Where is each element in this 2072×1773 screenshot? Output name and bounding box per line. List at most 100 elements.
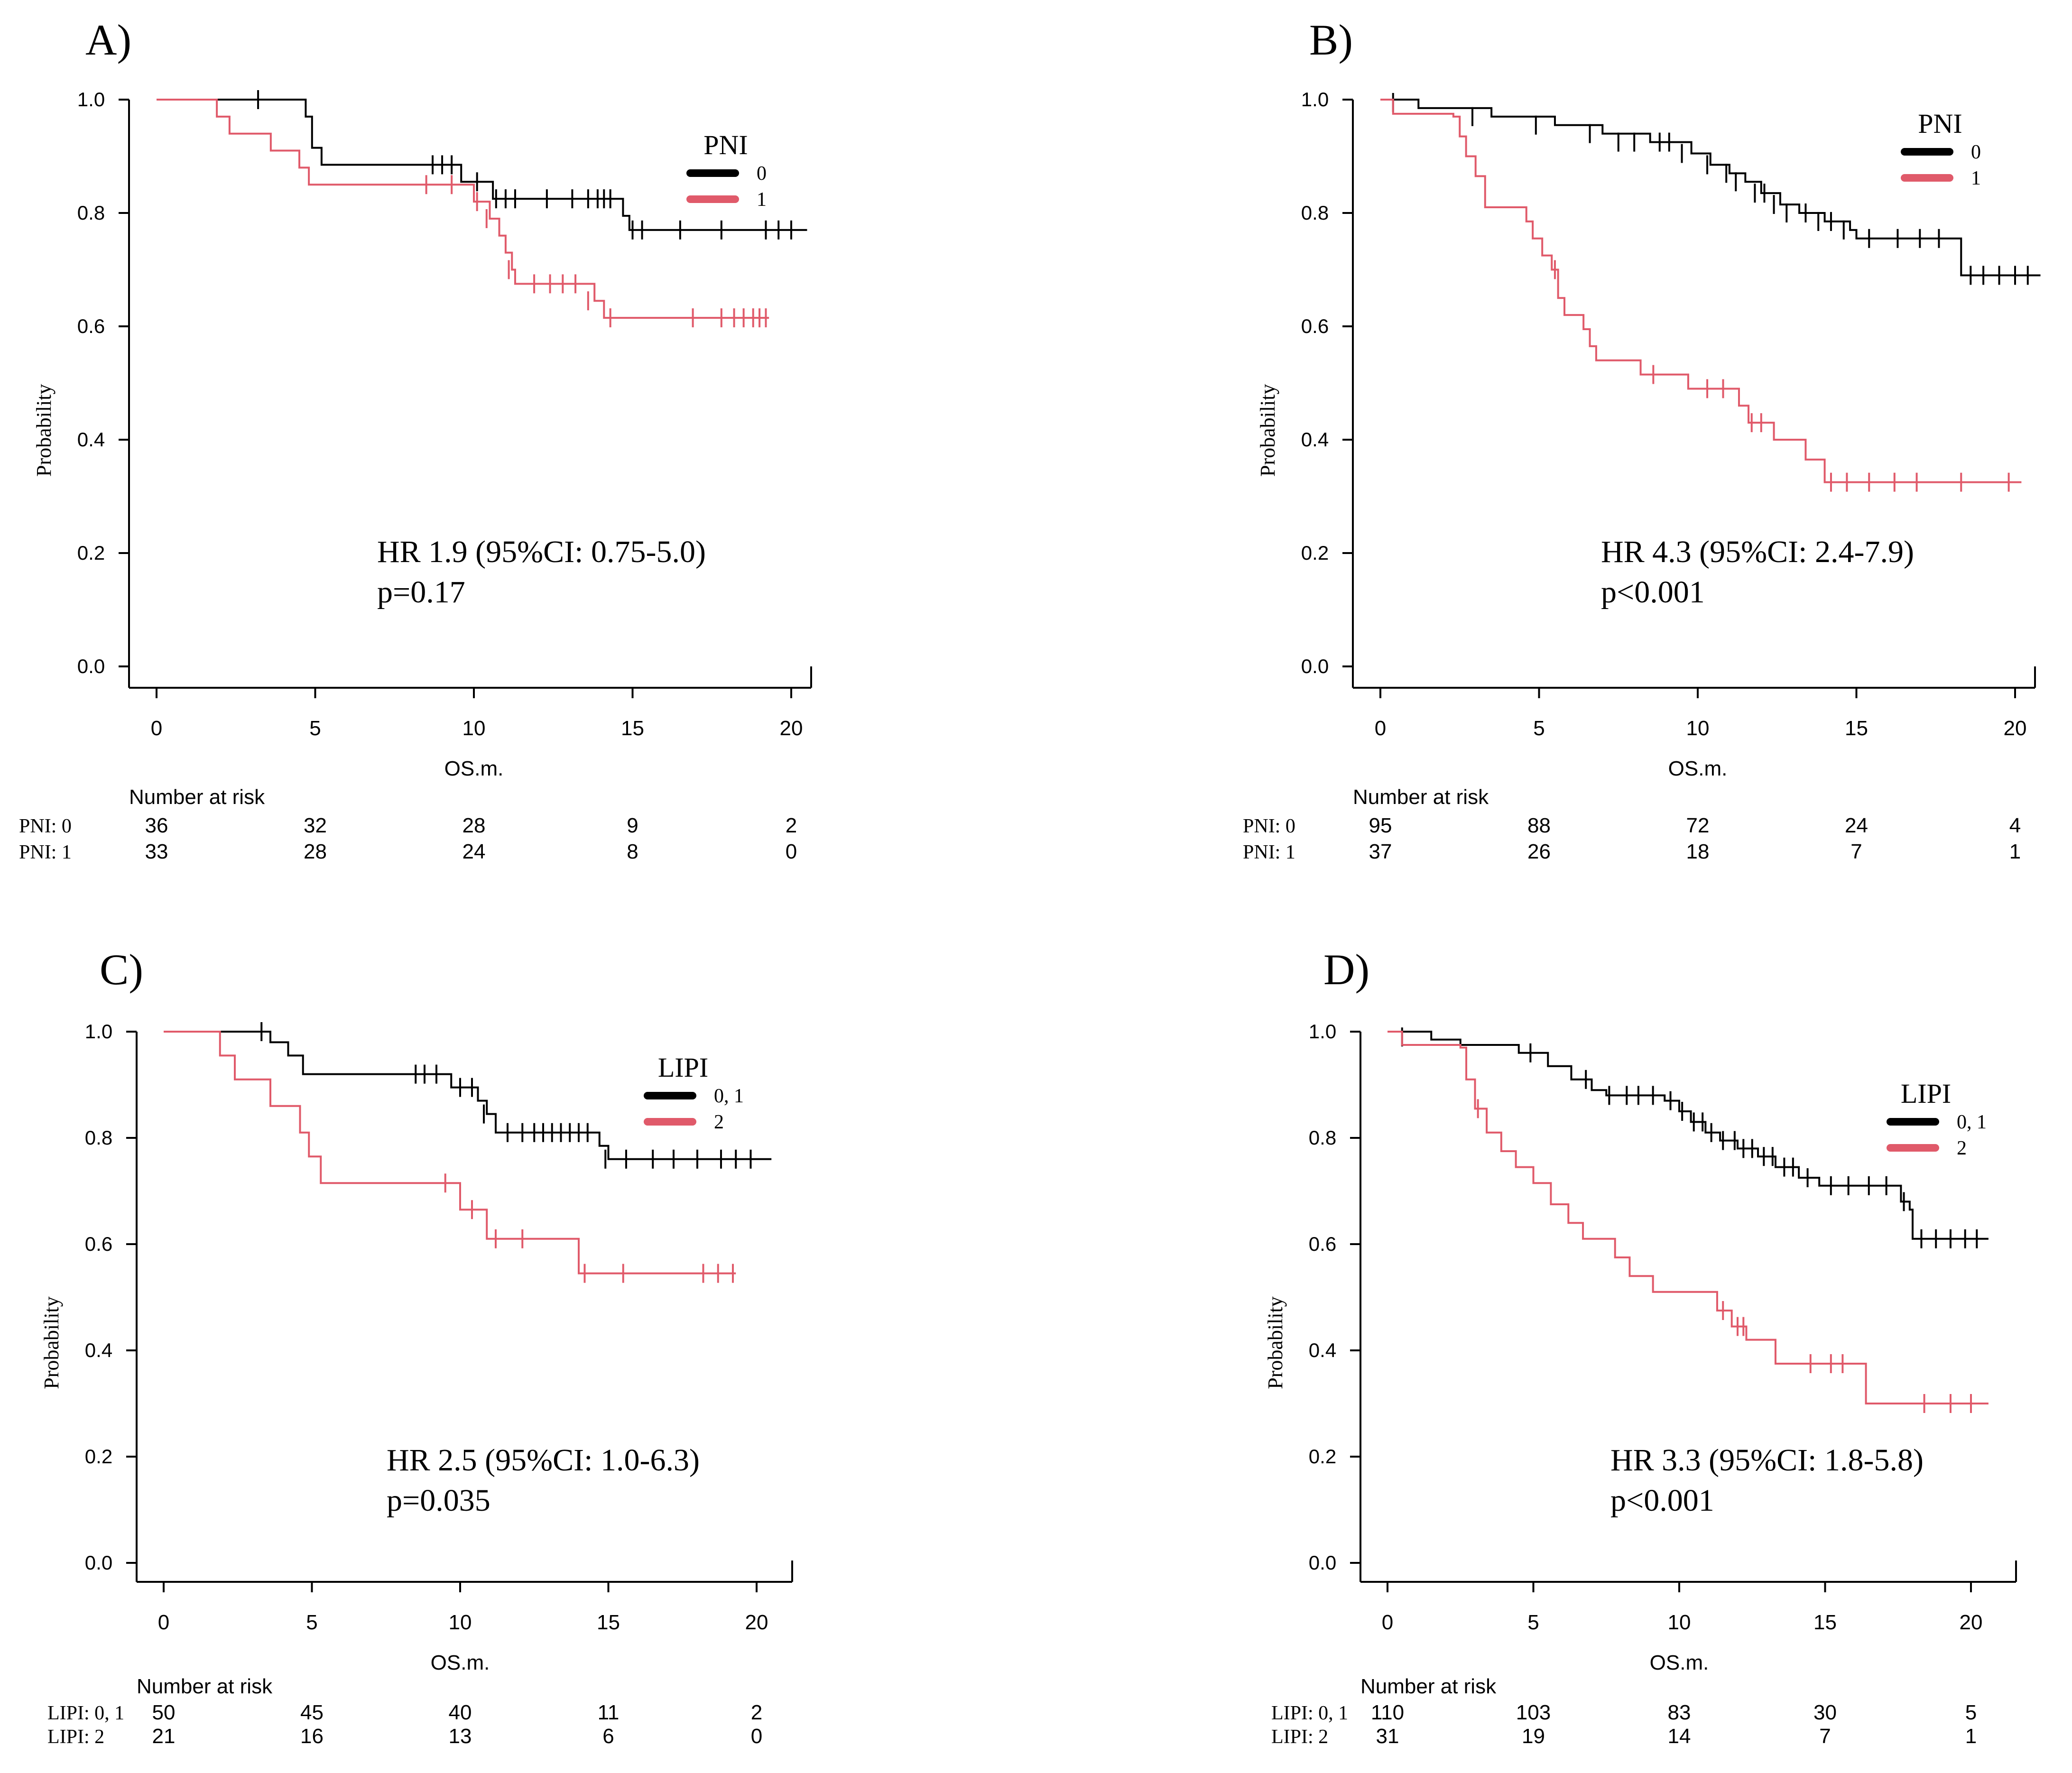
risk-row-label: PNI: 0 bbox=[19, 815, 72, 837]
x-axis-label: OS.m. bbox=[444, 757, 504, 780]
risk-count: 30 bbox=[1813, 1701, 1837, 1724]
y-tick-label: 0.0 bbox=[1301, 655, 1329, 677]
risk-row-label: LIPI: 0, 1 bbox=[1271, 1702, 1348, 1724]
risk-count: 9 bbox=[627, 814, 638, 837]
x-axis-label: OS.m. bbox=[431, 1651, 490, 1674]
km-curve-group-b bbox=[1380, 99, 2022, 483]
km-curve-group-a bbox=[164, 1031, 772, 1160]
risk-count: 95 bbox=[1369, 814, 1392, 837]
risk-count: 13 bbox=[449, 1725, 472, 1748]
risk-count: 7 bbox=[1850, 840, 1862, 863]
risk-count: 26 bbox=[1527, 840, 1551, 863]
risk-count: 14 bbox=[1668, 1725, 1691, 1748]
risk-count: 83 bbox=[1668, 1701, 1691, 1724]
risk-count: 21 bbox=[152, 1725, 176, 1748]
y-axis-label: Probability bbox=[40, 1296, 63, 1389]
x-tick-label: 20 bbox=[780, 717, 803, 740]
y-tick-label: 1.0 bbox=[85, 1020, 112, 1043]
x-axis-label: OS.m. bbox=[1668, 757, 1728, 780]
x-tick-label: 10 bbox=[462, 717, 486, 740]
y-tick-label: 0.2 bbox=[77, 542, 105, 564]
risk-count: 32 bbox=[304, 814, 327, 837]
p-value-annotation: p=0.17 bbox=[377, 575, 465, 609]
risk-count: 1 bbox=[2009, 840, 2021, 863]
risk-row-label: PNI: 0 bbox=[1243, 815, 1295, 837]
y-tick-label: 0.6 bbox=[1309, 1233, 1336, 1255]
risk-count: 88 bbox=[1527, 814, 1551, 837]
km-curve-group-a bbox=[1388, 1031, 1989, 1240]
x-tick-label: 5 bbox=[1527, 1611, 1539, 1634]
x-tick-label: 15 bbox=[597, 1611, 620, 1634]
risk-count: 45 bbox=[300, 1701, 324, 1724]
risk-count: 36 bbox=[145, 814, 168, 837]
y-tick-label: 0.2 bbox=[85, 1445, 112, 1468]
risk-table-title: Number at risk bbox=[129, 785, 265, 809]
p-value-annotation: p<0.001 bbox=[1610, 1483, 1714, 1518]
risk-count: 18 bbox=[1686, 840, 1710, 863]
x-tick-label: 0 bbox=[1382, 1611, 1393, 1634]
p-value-annotation: p=0.035 bbox=[387, 1483, 490, 1518]
x-tick-label: 5 bbox=[309, 717, 321, 740]
risk-row-label: LIPI: 2 bbox=[1271, 1726, 1328, 1748]
legend-label: 0, 1 bbox=[714, 1085, 744, 1107]
km-panel-a: A)0.00.20.40.60.81.00 5 10 15 20OS.m.Probabi… bbox=[19, 16, 812, 863]
y-tick-label: 0.4 bbox=[1309, 1339, 1336, 1361]
risk-count: 0 bbox=[751, 1725, 762, 1748]
x-tick-label: 20 bbox=[745, 1611, 768, 1634]
legend-title: LIPI bbox=[1901, 1078, 1951, 1109]
risk-count: 24 bbox=[462, 840, 486, 863]
risk-count: 28 bbox=[304, 840, 327, 863]
risk-count: 5 bbox=[1965, 1701, 1977, 1724]
risk-count: 40 bbox=[449, 1701, 472, 1724]
risk-count: 37 bbox=[1369, 840, 1392, 863]
x-tick-label: 15 bbox=[621, 717, 644, 740]
legend-label: 0, 1 bbox=[1957, 1111, 1987, 1133]
km-panel-d: D)0.00.20.40.60.81.00 5 10 15 20OS.m.Probabi… bbox=[1264, 945, 2017, 1748]
risk-count: 72 bbox=[1686, 814, 1710, 837]
risk-count: 0 bbox=[786, 840, 797, 863]
y-axis-label: Probability bbox=[1264, 1296, 1287, 1389]
x-tick-label: 10 bbox=[1686, 717, 1710, 740]
risk-table-title: Number at risk bbox=[137, 1675, 273, 1698]
y-tick-label: 0.2 bbox=[1301, 542, 1329, 564]
risk-row-label: PNI: 1 bbox=[19, 841, 72, 863]
risk-count: 7 bbox=[1819, 1725, 1831, 1748]
y-tick-label: 0.6 bbox=[1301, 315, 1329, 337]
legend-label: 2 bbox=[714, 1111, 724, 1133]
legend-title: PNI bbox=[703, 129, 748, 160]
y-tick-label: 0.6 bbox=[85, 1233, 112, 1255]
y-tick-label: 0.8 bbox=[77, 202, 105, 224]
y-tick-label: 0.0 bbox=[85, 1551, 112, 1574]
x-tick-label: 0 bbox=[1375, 717, 1386, 740]
legend-label: 1 bbox=[1971, 167, 1981, 189]
risk-count: 19 bbox=[1522, 1725, 1545, 1748]
x-tick-label: 10 bbox=[449, 1611, 472, 1634]
x-tick-label: 0 bbox=[158, 1611, 169, 1634]
x-tick-label: 0 bbox=[151, 717, 162, 740]
risk-table-title: Number at risk bbox=[1353, 785, 1489, 809]
hr-annotation: HR 2.5 (95%CI: 1.0-6.3) bbox=[387, 1443, 700, 1478]
panel-label: C) bbox=[100, 945, 143, 994]
y-tick-label: 0.2 bbox=[1309, 1445, 1336, 1468]
legend-label: 0 bbox=[757, 163, 767, 185]
y-tick-label: 0.0 bbox=[77, 655, 105, 677]
y-tick-label: 0.0 bbox=[1309, 1551, 1336, 1574]
km-curve-group-b bbox=[1388, 1031, 1989, 1404]
hr-annotation: HR 3.3 (95%CI: 1.8-5.8) bbox=[1610, 1443, 1924, 1478]
y-tick-label: 0.8 bbox=[85, 1127, 112, 1149]
km-curve-group-b bbox=[164, 1031, 736, 1274]
y-tick-label: 0.4 bbox=[77, 428, 105, 451]
y-axis-label: Probability bbox=[1256, 384, 1279, 477]
legend-title: LIPI bbox=[658, 1052, 708, 1083]
y-tick-label: 0.6 bbox=[77, 315, 105, 337]
risk-row-label: LIPI: 2 bbox=[47, 1726, 104, 1748]
x-tick-label: 15 bbox=[1845, 717, 1868, 740]
p-value-annotation: p<0.001 bbox=[1601, 575, 1705, 609]
y-tick-label: 1.0 bbox=[1301, 88, 1329, 111]
legend-label: 2 bbox=[1957, 1137, 1967, 1159]
risk-count: 16 bbox=[300, 1725, 324, 1748]
legend-title: PNI bbox=[1918, 108, 1962, 139]
risk-table-title: Number at risk bbox=[1360, 1675, 1497, 1698]
x-tick-label: 15 bbox=[1813, 1611, 1837, 1634]
